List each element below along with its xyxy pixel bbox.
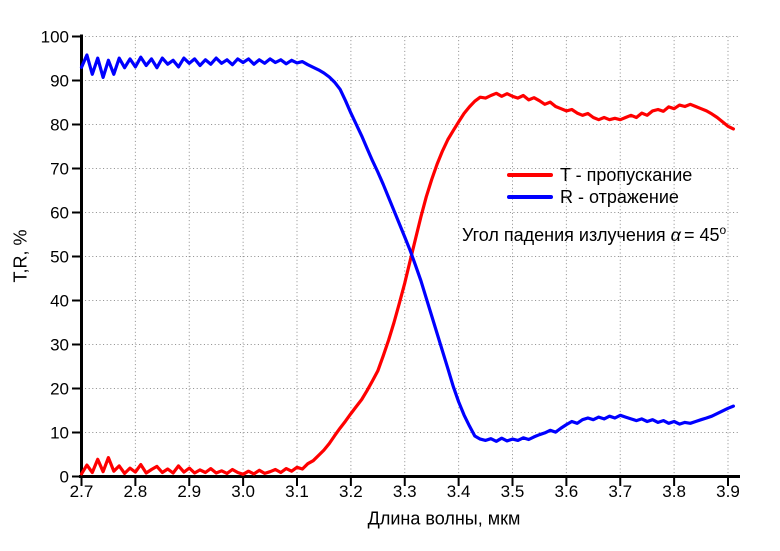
y-tick-label: 60	[50, 203, 69, 222]
x-tick-label: 3.8	[662, 482, 686, 501]
y-tick-label: 50	[50, 247, 69, 266]
y-tick-label: 20	[50, 379, 69, 398]
x-tick-label: 3.1	[285, 482, 309, 501]
legend-label-transmission: T - пропускание	[560, 164, 693, 185]
legend-item-transmission: T - пропускание	[507, 164, 692, 186]
incidence-angle-annotation: Угол падения излучения α = 45o	[462, 223, 727, 246]
degree-symbol: o	[719, 223, 727, 237]
x-tick-label: 3.3	[392, 482, 417, 501]
x-tick-label: 3.9	[716, 482, 740, 501]
x-tick-label: 3.5	[500, 482, 525, 501]
x-tick-label: 3.7	[608, 482, 633, 501]
legend: T - пропускание R - отражение	[507, 164, 692, 208]
legend-line-blue-icon	[507, 195, 553, 199]
legend-item-reflection: R - отражение	[507, 186, 692, 208]
annotation-value: = 45	[683, 225, 720, 245]
x-tick-label: 3.4	[446, 482, 471, 501]
y-tick-label: 80	[50, 115, 69, 134]
legend-label-reflection: R - отражение	[560, 186, 679, 207]
annotation-text: Угол падения излучения	[462, 225, 666, 245]
x-tick-label: 2.7	[69, 482, 94, 501]
legend-line-red-icon	[507, 173, 553, 177]
x-axis-title: Длина волны, мкм	[367, 508, 521, 529]
y-tick-label: 30	[50, 335, 69, 354]
x-tick-label: 3.0	[231, 482, 255, 501]
y-tick-label: 40	[50, 291, 69, 310]
x-tick-label: 3.6	[554, 482, 579, 501]
x-tick-label: 3.2	[339, 482, 363, 501]
alpha-symbol: α	[670, 225, 681, 245]
x-tick-label: 2.8	[123, 482, 148, 501]
y-axis-title: T,R, %	[10, 229, 31, 283]
x-tick-label: 2.9	[177, 482, 202, 501]
reflection-curve	[79, 53, 736, 443]
y-tick-label: 10	[50, 423, 69, 442]
y-tick-label: 100	[40, 27, 69, 46]
y-tick-label: 0	[59, 467, 69, 486]
y-tick-label: 70	[50, 159, 69, 178]
y-tick-label: 90	[50, 71, 69, 90]
transmission-curve	[79, 91, 736, 476]
